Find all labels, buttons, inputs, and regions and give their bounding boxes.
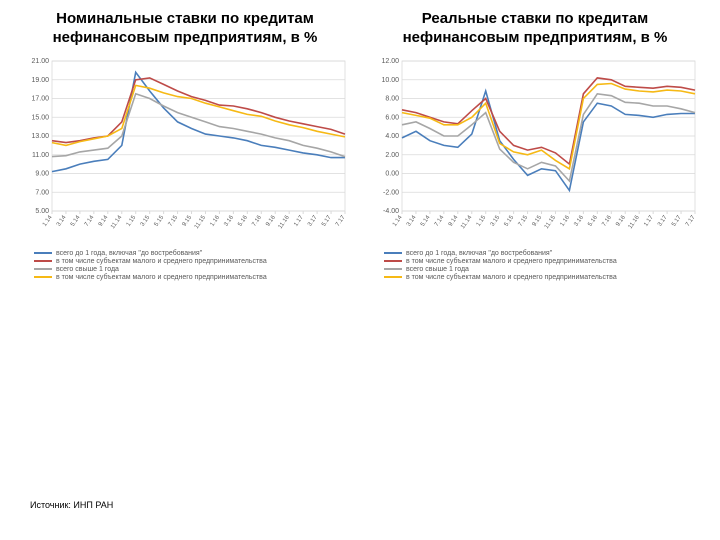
legend-item: в том числе субъектам малого и среднего … (384, 274, 714, 281)
svg-text:11.16: 11.16 (628, 214, 642, 230)
svg-text:1.17: 1.17 (643, 214, 655, 228)
svg-text:12.00: 12.00 (381, 58, 399, 65)
svg-text:9.15: 9.15 (182, 214, 194, 228)
left-chart-svg: 5.00 7.00 9.00 11.00 13.00 15.00 17.00 19.00 21.… (20, 56, 350, 246)
legend-label: всего до 1 года, включая "до востребован… (406, 250, 552, 257)
right-chart-title: Реальные ставки по кредитам нефинансовым… (370, 10, 700, 48)
source-text: Источник: ИНП РАН (30, 500, 113, 510)
svg-text:1.16: 1.16 (209, 214, 221, 228)
svg-text:10.00: 10.00 (381, 76, 399, 83)
legend-item: в том числе субъектам малого и среднего … (34, 274, 364, 281)
svg-text:3.15: 3.15 (490, 214, 502, 228)
svg-text:11.15: 11.15 (544, 214, 558, 230)
svg-text:7.16: 7.16 (601, 214, 613, 228)
left-chart-title: Номинальные ставки по кредитам нефинансо… (20, 10, 350, 48)
svg-text:11.14: 11.14 (110, 214, 124, 230)
svg-text:4.00: 4.00 (385, 133, 399, 140)
legend-label: всего свыше 1 года (56, 266, 119, 273)
right-chart-svg: -4.00 -2.00 0.00 2.00 4.00 6.00 8.00 10.00 12.00… (370, 56, 700, 246)
left-chart-block: Номинальные ставки по кредитам нефинансо… (20, 10, 350, 282)
svg-text:9.14: 9.14 (448, 214, 460, 228)
svg-text:9.00: 9.00 (35, 170, 49, 177)
right-chart-legend: всего до 1 года, включая "до востребован… (356, 250, 714, 282)
charts-row: Номинальные ставки по кредитам нефинансо… (0, 0, 720, 282)
legend-label: в том числе субъектам малого и среднего … (406, 258, 617, 265)
svg-text:3.17: 3.17 (657, 214, 669, 228)
svg-text:1.14: 1.14 (42, 214, 54, 228)
svg-text:-4.00: -4.00 (383, 208, 399, 215)
svg-text:7.15: 7.15 (168, 214, 180, 228)
svg-text:11.15: 11.15 (194, 214, 208, 230)
svg-text:13.00: 13.00 (31, 133, 49, 140)
svg-text:5.00: 5.00 (35, 208, 49, 215)
legend-label: в том числе субъектам малого и среднего … (56, 274, 267, 281)
legend-item: всего до 1 года, включая "до востребован… (34, 250, 364, 257)
svg-text:3.14: 3.14 (406, 214, 418, 228)
svg-text:9.15: 9.15 (532, 214, 544, 228)
svg-text:11.14: 11.14 (460, 214, 474, 230)
svg-text:0.00: 0.00 (385, 170, 399, 177)
svg-text:7.17: 7.17 (685, 214, 697, 228)
svg-text:8.00: 8.00 (385, 95, 399, 102)
svg-text:3.16: 3.16 (223, 214, 235, 228)
svg-text:7.15: 7.15 (518, 214, 530, 228)
svg-text:7.14: 7.14 (434, 214, 446, 228)
legend-item: в том числе субъектам малого и среднего … (384, 258, 714, 265)
svg-text:5.14: 5.14 (70, 214, 82, 228)
svg-text:7.16: 7.16 (251, 214, 263, 228)
legend-item: всего свыше 1 года (34, 266, 364, 273)
svg-text:1.17: 1.17 (293, 214, 305, 228)
legend-swatch (384, 252, 402, 254)
svg-text:3.14: 3.14 (56, 214, 68, 228)
legend-swatch (384, 276, 402, 278)
svg-text:1.14: 1.14 (392, 214, 404, 228)
svg-text:11.00: 11.00 (32, 151, 49, 158)
svg-text:5.14: 5.14 (420, 214, 432, 228)
svg-text:7.00: 7.00 (35, 189, 49, 196)
svg-text:5.16: 5.16 (237, 214, 249, 228)
legend-item: всего до 1 года, включая "до востребован… (384, 250, 714, 257)
legend-swatch (384, 260, 402, 262)
svg-text:1.15: 1.15 (476, 214, 488, 228)
legend-label: в том числе субъектам малого и среднего … (56, 258, 267, 265)
svg-text:7.17: 7.17 (335, 214, 347, 228)
legend-swatch (34, 252, 52, 254)
svg-text:9.14: 9.14 (98, 214, 110, 228)
svg-text:3.15: 3.15 (140, 214, 152, 228)
svg-text:6.00: 6.00 (385, 114, 399, 121)
svg-text:3.16: 3.16 (573, 214, 585, 228)
legend-swatch (34, 268, 52, 270)
right-chart-block: Реальные ставки по кредитам нефинансовым… (370, 10, 700, 282)
svg-text:5.15: 5.15 (154, 214, 166, 228)
svg-text:7.14: 7.14 (84, 214, 96, 228)
legend-swatch (34, 276, 52, 278)
svg-text:19.00: 19.00 (31, 76, 49, 83)
legend-label: всего свыше 1 года (406, 266, 469, 273)
legend-swatch (384, 268, 402, 270)
svg-text:1.16: 1.16 (559, 214, 571, 228)
svg-text:11.16: 11.16 (278, 214, 292, 230)
svg-text:5.17: 5.17 (321, 214, 333, 228)
legend-label: всего до 1 года, включая "до востребован… (56, 250, 202, 257)
svg-text:5.16: 5.16 (587, 214, 599, 228)
svg-text:15.00: 15.00 (31, 114, 49, 121)
svg-text:5.15: 5.15 (504, 214, 516, 228)
svg-text:3.17: 3.17 (307, 214, 319, 228)
svg-text:2.00: 2.00 (385, 151, 399, 158)
svg-text:17.00: 17.00 (31, 95, 49, 102)
svg-text:5.17: 5.17 (671, 214, 683, 228)
legend-label: в том числе субъектам малого и среднего … (406, 274, 617, 281)
legend-item: в том числе субъектам малого и среднего … (34, 258, 364, 265)
legend-swatch (34, 260, 52, 262)
svg-text:1.15: 1.15 (126, 214, 138, 228)
legend-item: всего свыше 1 года (384, 266, 714, 273)
left-chart-legend: всего до 1 года, включая "до востребован… (6, 250, 364, 282)
page: Номинальные ставки по кредитам нефинансо… (0, 0, 720, 540)
svg-text:9.16: 9.16 (265, 214, 277, 228)
svg-text:9.16: 9.16 (615, 214, 627, 228)
svg-text:21.00: 21.00 (31, 58, 49, 65)
svg-text:-2.00: -2.00 (383, 189, 399, 196)
